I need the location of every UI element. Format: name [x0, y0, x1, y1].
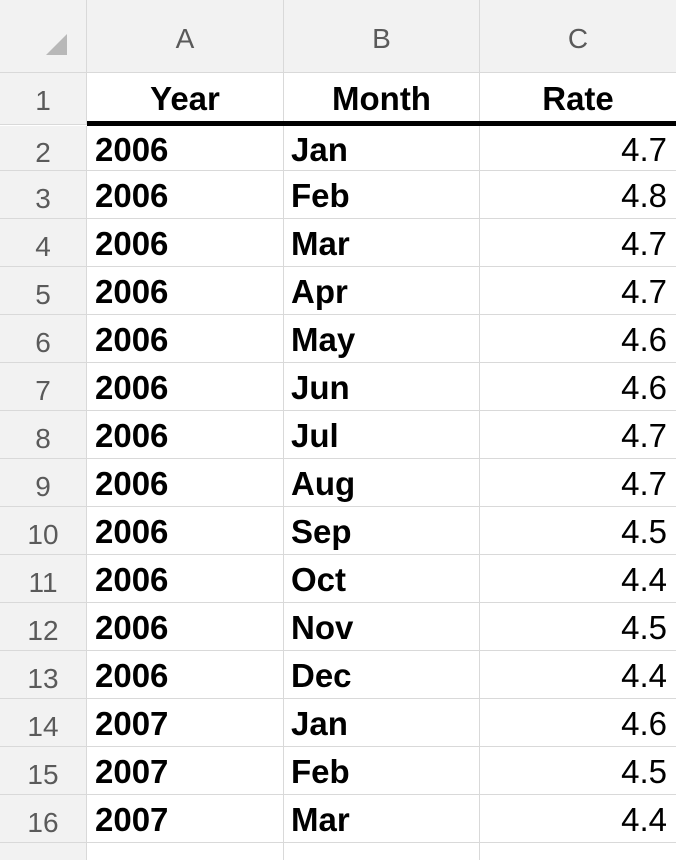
rate-cell[interactable]: 4.5	[480, 507, 676, 555]
cell-partial[interactable]	[480, 843, 676, 860]
year-cell[interactable]: 2006	[87, 171, 284, 219]
rate-cell[interactable]: 4.7	[480, 219, 676, 267]
row-header[interactable]: 3	[0, 171, 87, 219]
year-cell[interactable]: 2006	[87, 651, 284, 699]
year-cell[interactable]: 2006	[87, 603, 284, 651]
year-cell[interactable]: 2007	[87, 747, 284, 795]
column-header-b[interactable]: B	[284, 0, 480, 73]
month-cell[interactable]: Dec	[284, 651, 480, 699]
row-header[interactable]: 9	[0, 459, 87, 507]
row-header[interactable]: 2	[0, 126, 87, 171]
year-cell[interactable]: 2006	[87, 267, 284, 315]
row-header[interactable]: 7	[0, 363, 87, 411]
row-header[interactable]: 11	[0, 555, 87, 603]
cell-partial[interactable]	[284, 843, 480, 860]
year-cell[interactable]: 2006	[87, 507, 284, 555]
column-header-c[interactable]: C	[480, 0, 676, 73]
month-cell[interactable]: Nov	[284, 603, 480, 651]
year-cell[interactable]: 2006	[87, 315, 284, 363]
year-cell[interactable]: 2007	[87, 699, 284, 747]
row-header[interactable]: 12	[0, 603, 87, 651]
month-cell[interactable]: Sep	[284, 507, 480, 555]
column-header-a[interactable]: A	[87, 0, 284, 73]
month-cell[interactable]: Feb	[284, 171, 480, 219]
rate-cell[interactable]: 4.5	[480, 603, 676, 651]
month-cell[interactable]: Apr	[284, 267, 480, 315]
rate-cell[interactable]: 4.6	[480, 315, 676, 363]
year-cell[interactable]: 2006	[87, 219, 284, 267]
select-all-button[interactable]	[0, 0, 87, 73]
month-cell[interactable]: Mar	[284, 795, 480, 843]
row-header[interactable]: 13	[0, 651, 87, 699]
rate-cell[interactable]: 4.4	[480, 651, 676, 699]
rate-cell[interactable]: 4.7	[480, 459, 676, 507]
year-cell[interactable]: 2006	[87, 126, 284, 171]
row-header[interactable]: 4	[0, 219, 87, 267]
year-cell[interactable]: 2006	[87, 459, 284, 507]
select-all-triangle-icon	[46, 34, 67, 55]
rate-cell[interactable]: 4.5	[480, 747, 676, 795]
rate-cell[interactable]: 4.7	[480, 411, 676, 459]
rate-cell[interactable]: 4.7	[480, 126, 676, 171]
month-cell[interactable]: Jun	[284, 363, 480, 411]
row-header[interactable]: 6	[0, 315, 87, 363]
header-cell[interactable]: Year	[87, 73, 284, 125]
header-bottom-border	[87, 121, 676, 126]
month-cell[interactable]: Jan	[284, 699, 480, 747]
year-cell[interactable]: 2007	[87, 795, 284, 843]
rate-cell[interactable]: 4.4	[480, 795, 676, 843]
row-header[interactable]: 10	[0, 507, 87, 555]
month-cell[interactable]: May	[284, 315, 480, 363]
year-cell[interactable]: 2006	[87, 411, 284, 459]
row-header-partial[interactable]	[0, 843, 87, 860]
row-header[interactable]: 5	[0, 267, 87, 315]
row-header[interactable]: 14	[0, 699, 87, 747]
month-cell[interactable]: Feb	[284, 747, 480, 795]
month-cell[interactable]: Jul	[284, 411, 480, 459]
row-header[interactable]: 15	[0, 747, 87, 795]
year-cell[interactable]: 2006	[87, 555, 284, 603]
header-cell[interactable]: Month	[284, 73, 480, 125]
rate-cell[interactable]: 4.8	[480, 171, 676, 219]
header-cell[interactable]: Rate	[480, 73, 676, 125]
month-cell[interactable]: Jan	[284, 126, 480, 171]
year-cell[interactable]: 2006	[87, 363, 284, 411]
rate-cell[interactable]: 4.7	[480, 267, 676, 315]
row-header[interactable]: 16	[0, 795, 87, 843]
rate-cell[interactable]: 4.6	[480, 699, 676, 747]
month-cell[interactable]: Mar	[284, 219, 480, 267]
month-cell[interactable]: Aug	[284, 459, 480, 507]
cell-partial[interactable]	[87, 843, 284, 860]
rate-cell[interactable]: 4.4	[480, 555, 676, 603]
month-cell[interactable]: Oct	[284, 555, 480, 603]
row-header[interactable]: 1	[0, 73, 87, 125]
rate-cell[interactable]: 4.6	[480, 363, 676, 411]
row-header[interactable]: 8	[0, 411, 87, 459]
